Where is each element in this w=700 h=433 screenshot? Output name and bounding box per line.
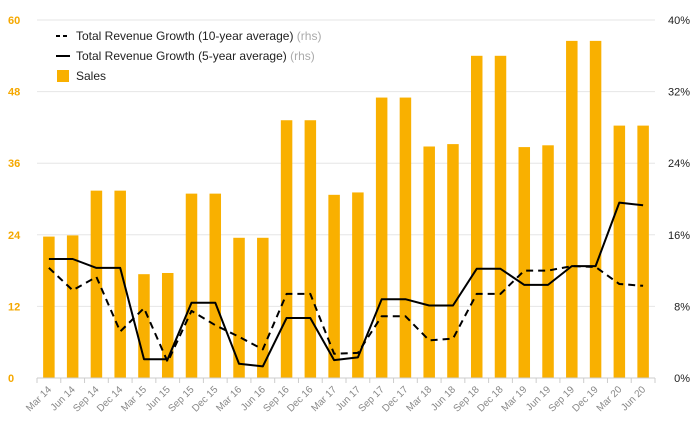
legend-axis-suffix: (rhs) [287, 49, 315, 63]
sales-bar [494, 55, 507, 379]
legend-series-name: Total Revenue Growth (5-year average) [76, 49, 287, 63]
growth-line-10yr [48, 265, 644, 363]
x-tick-label: Dec 16 [285, 384, 315, 414]
y-right-tick-label: 40% [668, 15, 690, 27]
y-left-tick-label: 0 [8, 373, 14, 385]
legend-axis-suffix: (rhs) [293, 29, 321, 43]
sales-bar [233, 237, 245, 378]
sales-bar [114, 190, 126, 378]
growth-line-5yr [48, 201, 644, 368]
sales-bar [328, 194, 340, 378]
sales-bar [637, 125, 649, 378]
y-left-tick-label: 36 [8, 158, 20, 170]
y-left-tick-label: 48 [8, 87, 20, 99]
sales-bar [518, 147, 531, 378]
y-right-tick-label: 32% [668, 87, 690, 99]
legend-series-name: Total Revenue Growth (10-year average) [76, 29, 293, 43]
sales-bar [375, 97, 388, 379]
x-tick-label: Dec 17 [380, 384, 410, 414]
sales-bar [257, 237, 269, 378]
x-tick-label: Dec 18 [475, 384, 505, 414]
sales-bar [161, 272, 174, 378]
x-tick-label: Mar 15 [119, 384, 149, 414]
sales-bar [138, 274, 150, 378]
sales-bar [304, 120, 317, 379]
sales-bar [447, 144, 459, 378]
y-right-tick-label: 8% [674, 301, 690, 313]
y-right-tick-label: 16% [668, 230, 690, 242]
sales-bar [209, 193, 222, 378]
sales-bar [589, 40, 602, 379]
legend: Total Revenue Growth (10-year average) (… [56, 29, 321, 83]
legend-label: Total Revenue Growth (5-year average) (r… [76, 49, 315, 63]
growth-lines [48, 201, 644, 368]
legend-item: Total Revenue Growth (5-year average) (r… [56, 49, 315, 63]
x-tick-label: Mar 14 [24, 384, 54, 414]
y-left-tick-label: 60 [8, 15, 20, 27]
x-tick-label: Mar 18 [405, 384, 435, 414]
x-tick-label: Dec 14 [95, 384, 125, 414]
sales-bar [185, 193, 198, 378]
legend-item: Sales [57, 69, 106, 83]
sales-bar [352, 192, 364, 378]
y-right-tick-label: 24% [668, 158, 690, 170]
sales-bar [613, 125, 626, 378]
x-tick-label: Dec 19 [571, 384, 601, 414]
sales-bars [43, 40, 649, 379]
sales-bar [280, 120, 293, 379]
sales-bar [66, 235, 79, 378]
sales-bar [43, 236, 55, 378]
legend-swatch [57, 70, 69, 82]
y-left-tick-label: 12 [8, 301, 20, 313]
y-left-tick-label: 24 [8, 230, 21, 242]
sales-bar [90, 190, 103, 378]
legend-label: Sales [76, 69, 106, 83]
sales-bar [566, 40, 578, 379]
legend-series-name: Sales [76, 69, 106, 83]
sales-bar [399, 97, 412, 379]
sales-bar [470, 55, 483, 379]
x-tick-label: Mar 17 [309, 384, 339, 414]
x-tick-label: Dec 15 [190, 384, 220, 414]
sales-bar [542, 145, 554, 378]
x-tick-label: Jun 20 [619, 384, 648, 413]
x-tick-label: Mar 16 [214, 384, 244, 414]
x-tick-label: Mar 20 [595, 384, 625, 414]
y-right-tick-label: 0% [674, 373, 690, 385]
sales-bar [423, 146, 435, 378]
x-tick-label: Mar 19 [500, 384, 530, 414]
legend-label: Total Revenue Growth (10-year average) (… [76, 29, 321, 43]
legend-item: Total Revenue Growth (10-year average) (… [56, 29, 321, 43]
